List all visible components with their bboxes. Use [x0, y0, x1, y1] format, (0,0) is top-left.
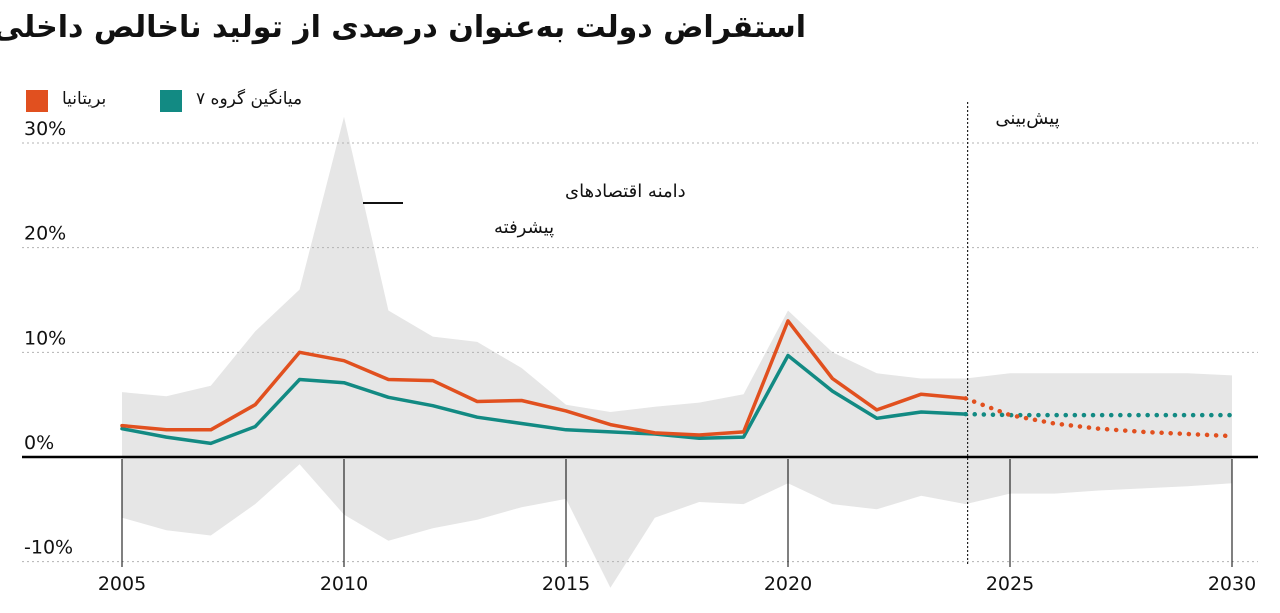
x-tick-label: 2010	[320, 573, 368, 595]
x-tick-spacer	[120, 459, 124, 555]
g7-legend-label: میانگین گروه ۷	[196, 89, 303, 109]
y-tick-label: 10%	[24, 327, 66, 349]
series-layer	[120, 319, 1235, 446]
uk-swatch	[26, 90, 48, 112]
y-tick-label: 30%	[24, 118, 66, 140]
x-tick-label: 2030	[1208, 573, 1256, 595]
y-tick-label: 20%	[24, 223, 66, 245]
band-layer	[122, 116, 1232, 588]
x-tick-label: 2025	[986, 573, 1034, 595]
grid-layer: 30% 20% 10% 0% -10%	[22, 118, 1258, 563]
x-tick-spacer	[342, 459, 346, 555]
uk-forecast-line	[963, 396, 1235, 439]
uk-legend-label: بریتانیا	[62, 89, 107, 109]
band-label-line-2: پیشرفته	[494, 217, 554, 238]
x-tick-spacer	[786, 459, 790, 555]
x-tick-label: 2015	[542, 573, 590, 595]
y-tick-label: 0%	[24, 432, 54, 454]
x-tick-spacer	[1230, 459, 1234, 555]
y-tick-label: -10%	[24, 537, 73, 559]
uk-series-line	[120, 319, 968, 437]
chart-title: استقراض دولت به‌عنوان درصدی از تولید ناخ…	[0, 10, 806, 45]
forecast-label: پیش‌بینی	[995, 108, 1059, 129]
g7-swatch	[160, 90, 182, 112]
x-tick-label: 2005	[98, 573, 146, 595]
range-band	[122, 116, 1232, 588]
g7-series-line	[120, 353, 968, 446]
band-label-line-1: دامنه اقتصادهای	[565, 181, 686, 202]
x-tick-spacer	[564, 459, 568, 555]
label-layer: پیش‌بینی دامنه اقتصادهای پیشرفته	[363, 108, 1060, 238]
x-tick-label: 2020	[764, 573, 812, 595]
x-tick-spacer	[1008, 459, 1012, 555]
axis-layer: 2005 2010 2015 2020 2025 2030	[22, 102, 1258, 595]
